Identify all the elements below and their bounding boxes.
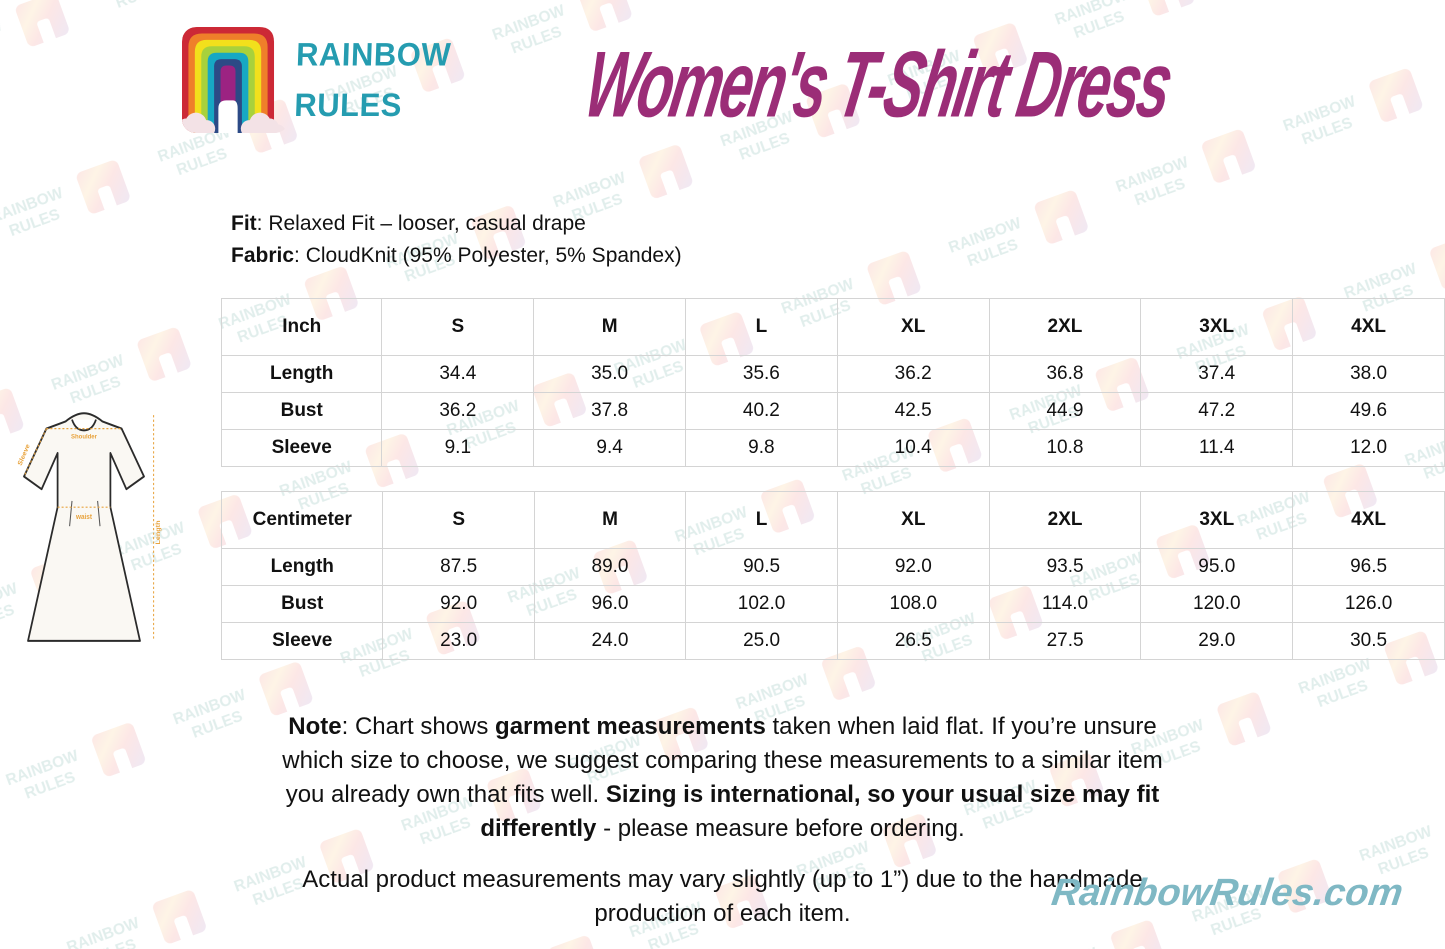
svg-text:Shoulder: Shoulder	[71, 433, 97, 440]
svg-text:waist: waist	[75, 514, 93, 521]
svg-text:Length: Length	[155, 520, 162, 544]
